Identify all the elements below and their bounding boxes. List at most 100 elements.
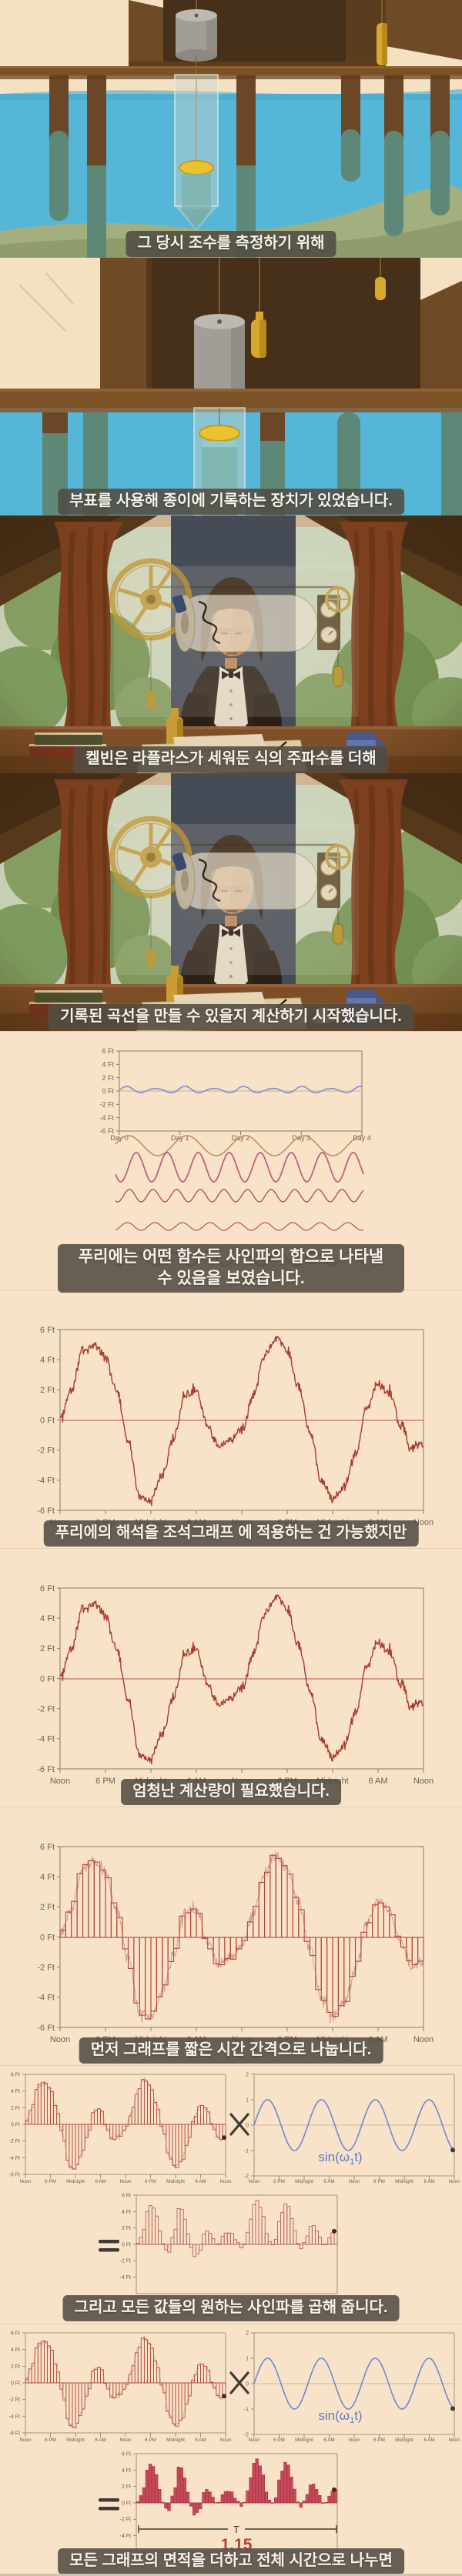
svg-text:2 Ft: 2 Ft [11, 2364, 20, 2370]
kelvin-illustration [0, 516, 462, 773]
svg-text:Noon: Noon [348, 2438, 360, 2443]
subtitle-caption: 먼저 그래프를 짧은 시간 간격으로 나눕니다. [79, 2037, 383, 2064]
svg-text:4 Ft: 4 Ft [11, 2089, 20, 2094]
svg-text:Noon: Noon [119, 2438, 132, 2443]
deck-plank [0, 389, 462, 408]
svg-text:T: T [233, 2524, 239, 2535]
svg-text:2: 2 [246, 2331, 249, 2336]
subtitle-caption: 그리고 모든 값들의 원하는 사인파를 곱해 줍니다. [62, 2295, 400, 2321]
svg-text:6 PM: 6 PM [373, 2179, 385, 2184]
kelvin-illustration [0, 773, 462, 1031]
svg-text:6 Ft: 6 Ft [102, 1047, 114, 1055]
svg-text:-2 Ft: -2 Ft [37, 1705, 55, 1714]
svg-text:Noon: Noon [248, 2438, 260, 2443]
video-frame-4: 기록된 곡선을 만들 수 있을지 계산하기 시작했습니다. [0, 773, 462, 1031]
stilling-well [174, 55, 219, 231]
svg-text:-4 Ft: -4 Ft [9, 2156, 20, 2161]
svg-text:2 Ft: 2 Ft [122, 2484, 131, 2490]
subtitle-caption: 켈빈은 라플라스가 세워둔 식의 주파수를 더해 [74, 746, 388, 772]
svg-text:Noon: Noon [119, 2179, 132, 2184]
svg-text:-4 Ft: -4 Ft [37, 1477, 55, 1486]
svg-text:Midnight: Midnight [295, 2179, 313, 2184]
svg-text:Noon: Noon [413, 1777, 434, 1786]
svg-text:0 Ft: 0 Ft [40, 1933, 55, 1942]
svg-text:-2: -2 [244, 2174, 249, 2179]
svg-text:4 Ft: 4 Ft [122, 2210, 131, 2215]
svg-text:6 AM: 6 AM [323, 2438, 334, 2443]
svg-text:-2 Ft: -2 Ft [99, 1100, 114, 1108]
video-frame-5: 6 Ft 4 Ft 2 Ft 0 Ft -2 Ft -4 Ft -6 Ft Day 0 Day … [0, 1031, 462, 1293]
svg-text:6 Ft: 6 Ft [122, 2193, 131, 2198]
svg-text:Noon: Noon [219, 2438, 232, 2443]
svg-text:Noon: Noon [413, 2035, 434, 2044]
frame-edge [0, 2574, 462, 2576]
svg-text:6 Ft: 6 Ft [40, 1843, 55, 1852]
svg-text:1: 1 [246, 2356, 249, 2361]
svg-text:Day 2: Day 2 [232, 1134, 250, 1142]
float-disc [179, 160, 214, 175]
svg-text:6 Ft: 6 Ft [122, 2451, 131, 2457]
svg-text:1: 1 [246, 2097, 249, 2103]
float-disc [199, 425, 240, 442]
svg-text:-2 Ft: -2 Ft [120, 2518, 131, 2523]
svg-text:-4 Ft: -4 Ft [37, 1735, 55, 1744]
svg-text:-6 Ft: -6 Ft [9, 2172, 20, 2177]
video-frame-3: 켈빈은 라플라스가 세워둔 식의 주파수를 더해 [0, 516, 462, 773]
subtitle-caption: 기록된 곡선을 만들 수 있을지 계산하기 시작했습니다. [49, 1004, 413, 1030]
svg-text:Midnight: Midnight [166, 2179, 185, 2184]
svg-text:sin(ω1t): sin(ω1t) [318, 2408, 362, 2425]
svg-text:Midnight: Midnight [395, 2179, 413, 2184]
svg-text:0 Ft: 0 Ft [11, 2381, 20, 2386]
dock-piles [49, 75, 450, 258]
crack-lines [18, 272, 74, 332]
svg-text:-1: -1 [244, 2148, 249, 2154]
svg-text:6 Ft: 6 Ft [40, 1584, 55, 1593]
svg-text:Noon: Noon [248, 2179, 260, 2184]
svg-text:0 Ft: 0 Ft [40, 1674, 55, 1683]
svg-text:0 Ft: 0 Ft [11, 2122, 20, 2127]
svg-text:0: 0 [246, 2123, 249, 2128]
svg-text:2 Ft: 2 Ft [40, 1386, 55, 1395]
svg-text:-4 Ft: -4 Ft [37, 1994, 55, 2003]
instrument-hut [100, 258, 462, 389]
subtitle-caption: 푸리에는 어떤 함수든 사인파의 합으로 나타낼 수 있음을 보였습니다. [58, 1244, 404, 1293]
svg-text:0 Ft: 0 Ft [122, 2501, 131, 2506]
svg-text:6 AM: 6 AM [95, 2179, 105, 2184]
svg-text:Noon: Noon [448, 2438, 460, 2443]
svg-text:6 PM: 6 PM [273, 2179, 285, 2184]
svg-text:2 Ft: 2 Ft [40, 1903, 55, 1912]
svg-text:Midnight: Midnight [66, 2179, 85, 2184]
svg-text:6 PM: 6 PM [95, 1777, 116, 1786]
video-frame-10: 6 Ft 4 Ft 2 Ft 0 Ft -2 Ft -4 Ft -6 Ft Noon 6 PM M… [0, 2324, 462, 2576]
svg-text:6 PM: 6 PM [373, 2438, 385, 2443]
integrate-divide-charts: 6 Ft 4 Ft 2 Ft 0 Ft -2 Ft -4 Ft -6 Ft Noon 6 PM M… [9, 2331, 460, 2554]
svg-text:2 Ft: 2 Ft [122, 2226, 131, 2231]
svg-text:-2: -2 [244, 2432, 249, 2438]
svg-text:6 AM: 6 AM [195, 2179, 206, 2184]
video-frame-2: 부표를 사용해 종이에 기록하는 장치가 있었습니다. [0, 258, 462, 516]
svg-text:6 PM: 6 PM [45, 2438, 56, 2443]
svg-text:Noon: Noon [348, 2179, 360, 2184]
dock-piles [42, 412, 462, 516]
svg-text:6 PM: 6 PM [145, 2438, 156, 2443]
svg-text:-4 Ft: -4 Ft [9, 2414, 20, 2420]
svg-text:-4 Ft: -4 Ft [99, 1114, 114, 1122]
svg-text:-6 Ft: -6 Ft [37, 1765, 55, 1774]
svg-text:Noon: Noon [413, 1518, 434, 1527]
svg-text:sin(ω1t): sin(ω1t) [318, 2150, 362, 2167]
svg-text:-2 Ft: -2 Ft [9, 2397, 20, 2403]
svg-text:0 Ft: 0 Ft [102, 1087, 114, 1095]
svg-text:-2 Ft: -2 Ft [120, 2259, 131, 2264]
video-frame-1: 그 당시 조수를 측정하기 위해 [0, 0, 462, 258]
svg-text:Noon: Noon [19, 2438, 32, 2443]
counterweight [377, 0, 387, 65]
svg-text:-6 Ft: -6 Ft [9, 2431, 20, 2436]
svg-text:-2 Ft: -2 Ft [37, 1964, 55, 1973]
svg-text:6 PM: 6 PM [273, 2438, 285, 2443]
svg-text:Midnight: Midnight [166, 2438, 185, 2443]
dock-recorder-illustration [0, 258, 462, 516]
